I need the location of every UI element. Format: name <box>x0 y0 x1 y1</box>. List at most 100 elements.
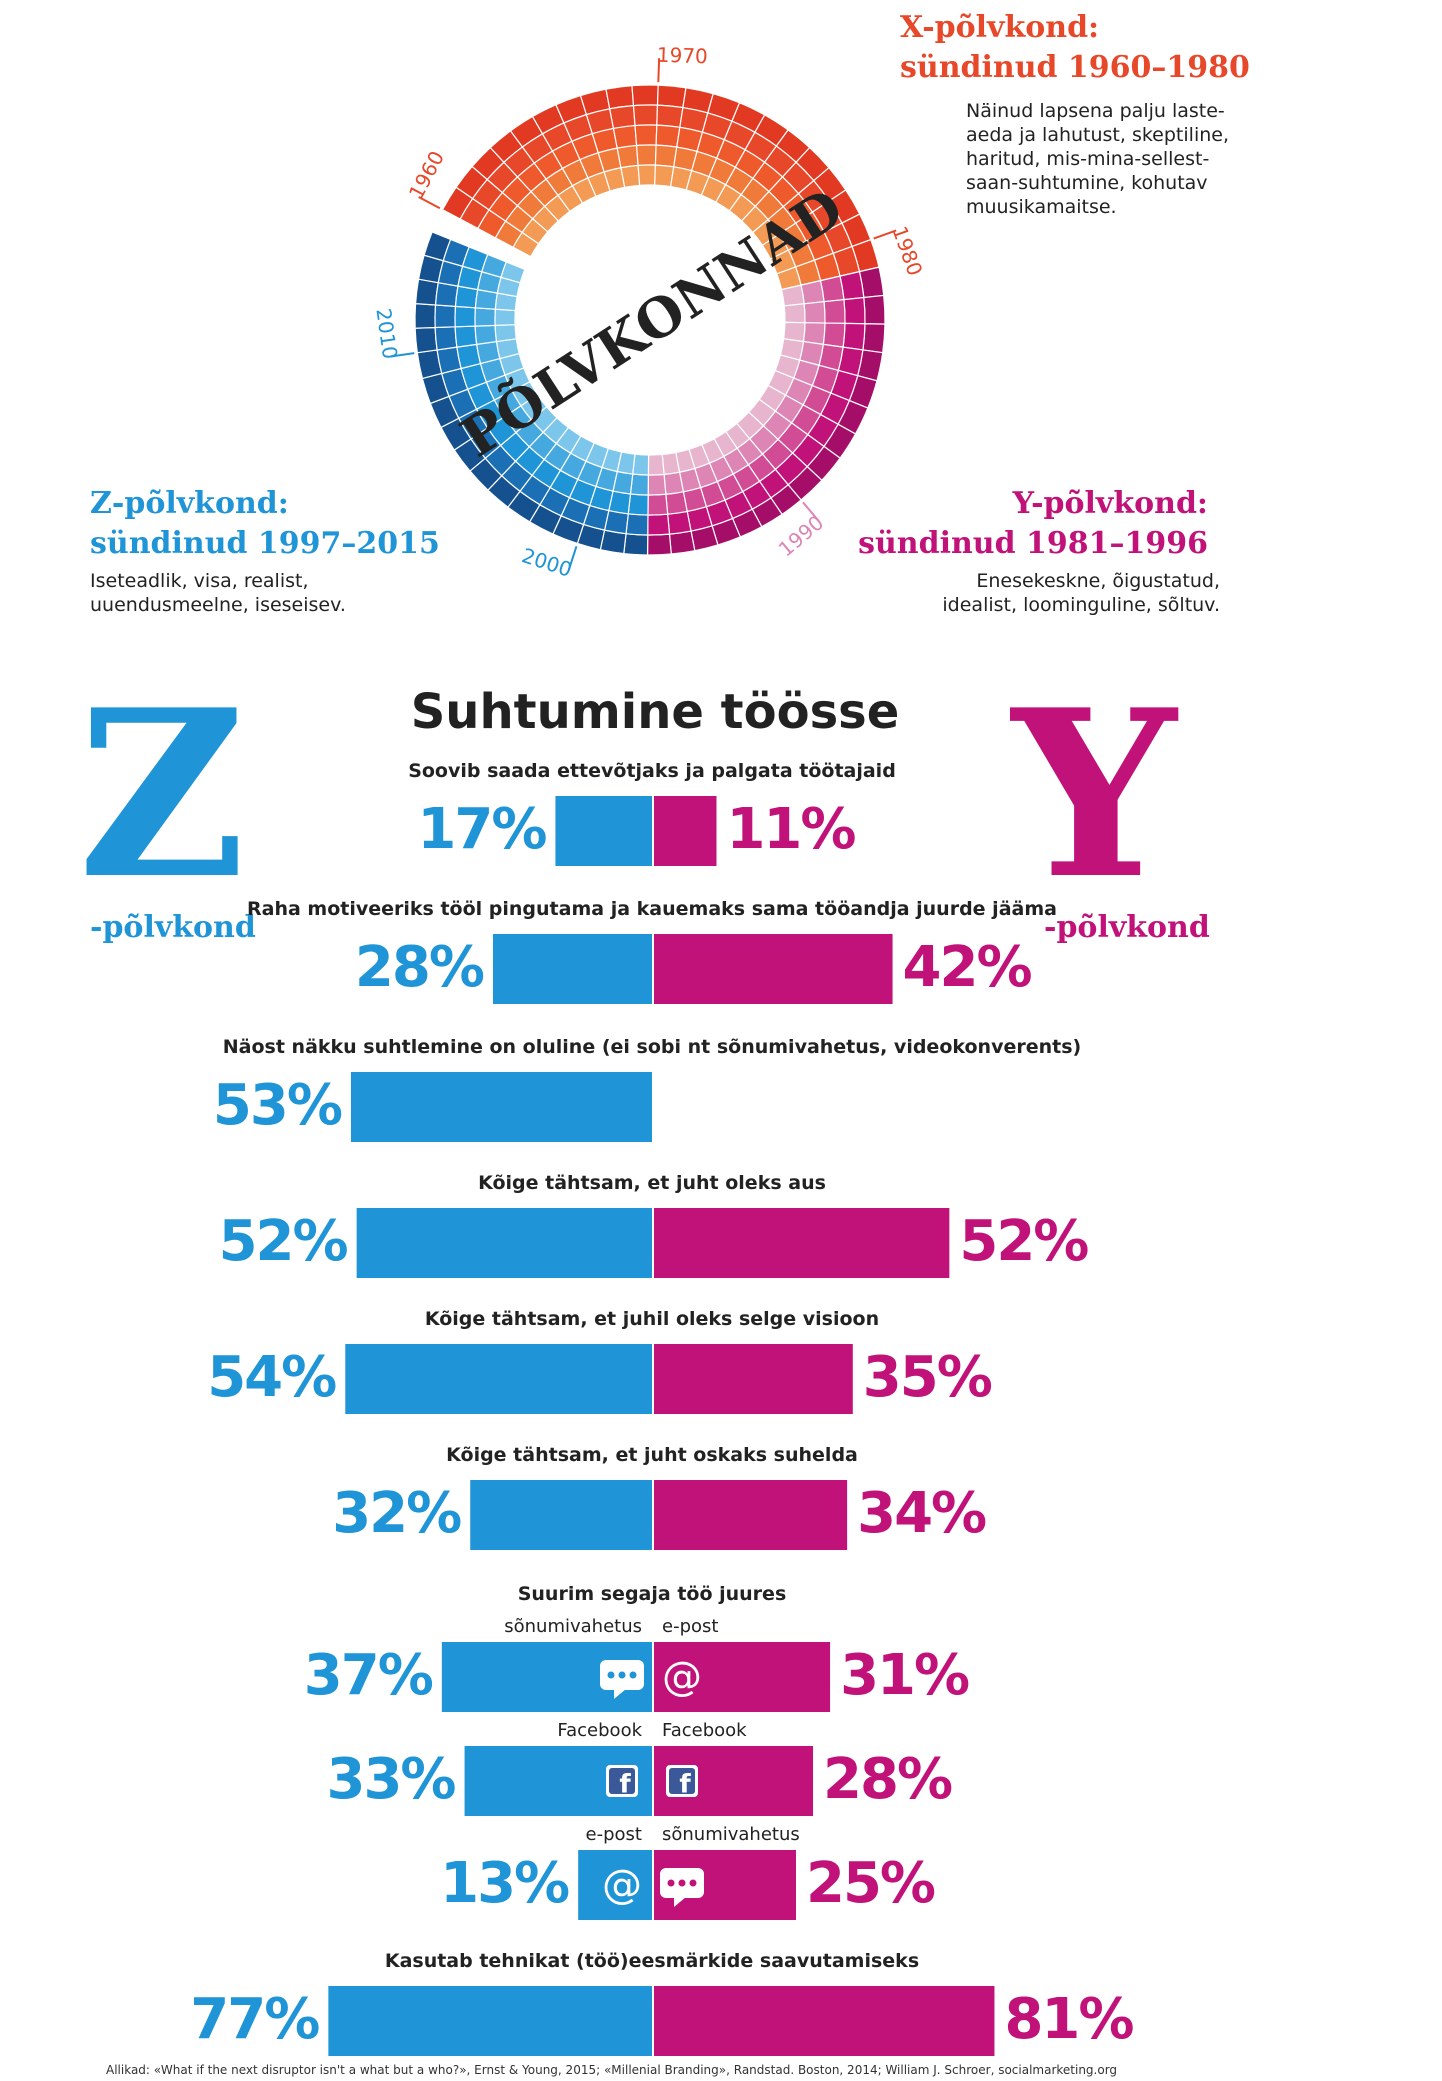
at-sign-icon: @ <box>602 1862 642 1908</box>
y-bar <box>654 796 717 866</box>
y-value-label: 25% <box>806 1851 935 1916</box>
y-sublabel: sõnumivahetus <box>662 1824 800 1845</box>
y-value-label: 31% <box>840 1643 969 1708</box>
chat-bubble-tail-icon <box>674 1897 686 1907</box>
z-value-label: 53% <box>213 1073 342 1138</box>
z-big-letter: Z <box>78 660 246 930</box>
y-generation-description: Enesekeskne, õigustatud, idealist, loomi… <box>942 569 1220 617</box>
question-label: Kasutab tehnikat (töö)eesmärkide saavuta… <box>385 1950 919 1972</box>
z-bar <box>356 1208 652 1278</box>
y-value-label: 81% <box>1004 1987 1133 2052</box>
question-label: Kõige tähtsam, et juht oskaks suhelda <box>446 1444 858 1466</box>
y-title-line2: sündinud 1981–1996 <box>858 526 1208 561</box>
x-desc-line: aeda ja lahutust, skeptiline, <box>966 124 1229 146</box>
x-desc-line: haritud, mis-mina-sellest- <box>966 148 1210 170</box>
z-value-label: 13% <box>440 1851 569 1916</box>
y-letter-label: -põlvkond <box>1044 910 1210 945</box>
y-desc-line: idealist, loominguline, sõltuv. <box>942 594 1220 616</box>
wheel-year-label: 1970 <box>656 43 708 69</box>
x-desc-line: saan-suhtumine, kohutav <box>966 172 1208 194</box>
question-label: Soovib saada ettevõtjaks ja palgata tööt… <box>408 760 896 782</box>
z-generation-title: Z-põlvkond: sündinud 1997–2015 <box>90 484 440 564</box>
y-bar <box>654 1986 995 2056</box>
wheel-cell <box>500 261 526 284</box>
question-label: Suurim segaja töö juures <box>518 1583 787 1605</box>
y-value-label: 42% <box>903 935 1032 1000</box>
wheel-year-tick <box>568 546 578 570</box>
x-generation-title: X-põlvkond: sündinud 1960–1980 <box>900 8 1250 88</box>
z-bar <box>492 934 652 1004</box>
x-desc-line: muusikamaitse. <box>966 196 1117 218</box>
facebook-icon-bg <box>609 1768 635 1794</box>
y-bar <box>654 1344 853 1414</box>
z-bar <box>350 1072 652 1142</box>
z-value-label: 32% <box>332 1481 461 1546</box>
wheel-year-tick <box>873 229 897 240</box>
y-bar <box>654 1208 950 1278</box>
x-desc-line: Näinud lapsena palju laste- <box>966 100 1225 122</box>
y-generation-title: Y-põlvkond: sündinud 1981–1996 <box>858 484 1208 564</box>
x-generation-description: Näinud lapsena palju laste- aeda ja lahu… <box>966 99 1229 219</box>
z-value-label: 33% <box>327 1747 456 1812</box>
wheel-year-tick <box>657 58 661 83</box>
chat-bubble-tail-icon <box>614 1689 626 1699</box>
chat-dot-icon <box>678 1879 686 1887</box>
at-sign-icon: @ <box>662 1654 702 1700</box>
z-value-label: 37% <box>304 1643 433 1708</box>
z-value-label: 52% <box>219 1209 348 1274</box>
chat-dot-icon <box>667 1879 675 1887</box>
facebook-f-glyph: f <box>619 1770 631 1800</box>
y-value-label: 28% <box>823 1747 952 1812</box>
y-big-letter: Y <box>1012 660 1177 930</box>
z-desc-line: Iseteadlik, visa, realist, <box>90 570 309 592</box>
wheel-year-tick <box>802 501 820 522</box>
z-bar <box>555 796 652 866</box>
wheel-year-tick <box>390 352 415 358</box>
y-bar <box>654 934 893 1004</box>
z-sublabel: sõnumivahetus <box>504 1616 642 1637</box>
wheel-year-tick <box>418 196 441 210</box>
z-sublabel: e-post <box>586 1824 642 1845</box>
z-value-label: 17% <box>417 797 546 862</box>
y-value-label: 52% <box>959 1209 1088 1274</box>
z-title-line1: Z-põlvkond: <box>90 486 289 521</box>
chat-dot-icon <box>689 1879 697 1887</box>
y-value-label: 34% <box>857 1481 986 1546</box>
z-bar <box>345 1344 652 1414</box>
question-label: Kõige tähtsam, et juht oleks aus <box>478 1172 826 1194</box>
chat-dot-icon <box>629 1671 637 1679</box>
question-label: Kõige tähtsam, et juhil oleks selge visi… <box>425 1308 879 1330</box>
y-bar <box>654 1480 848 1550</box>
z-value-label: 28% <box>355 935 484 1000</box>
x-title-line2: sündinud 1960–1980 <box>900 50 1250 85</box>
y-desc-line: Enesekeskne, õigustatud, <box>976 570 1220 592</box>
z-value-label: 54% <box>207 1345 336 1410</box>
chat-dot-icon <box>618 1671 626 1679</box>
z-generation-description: Iseteadlik, visa, realist, uuendusmeelne… <box>90 569 346 617</box>
z-letter-label: -põlvkond <box>90 910 256 945</box>
y-title-line1: Y-põlvkond: <box>1012 486 1208 521</box>
z-bar <box>328 1986 652 2056</box>
z-bar <box>578 1850 652 1920</box>
chat-dot-icon <box>607 1671 615 1679</box>
z-title-line2: sündinud 1997–2015 <box>90 526 440 561</box>
z-bar <box>470 1480 652 1550</box>
y-sublabel: Facebook <box>662 1720 747 1741</box>
question-label: Näost näkku suhtlemine on oluline (ei so… <box>223 1036 1081 1058</box>
question-label: Raha motiveeriks tööl pingutama ja kauem… <box>247 898 1057 920</box>
x-title-line1: X-põlvkond: <box>900 10 1100 45</box>
y-value-label: 35% <box>863 1345 992 1410</box>
y-value-label: 11% <box>726 797 855 862</box>
facebook-f-glyph: f <box>679 1770 691 1800</box>
y-bar <box>654 1642 831 1712</box>
z-value-label: 77% <box>190 1987 319 2052</box>
chart-title: Suhtumine töösse <box>410 684 900 740</box>
y-sublabel: e-post <box>662 1616 718 1637</box>
z-desc-line: uuendusmeelne, iseseisev. <box>90 594 346 616</box>
facebook-icon-bg <box>669 1768 695 1794</box>
z-sublabel: Facebook <box>557 1720 642 1741</box>
sources-footnote: Allikad: «What if the next disruptor isn… <box>106 2063 1118 2077</box>
